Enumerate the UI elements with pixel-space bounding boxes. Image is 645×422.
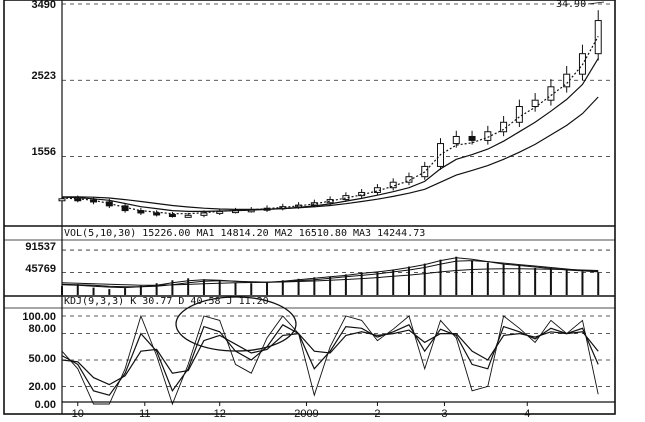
y-tick-label: 20.00 (28, 381, 56, 393)
price-y-tick-labels: 3490 2523 1556 (32, 0, 56, 158)
candle-body (105, 201, 113, 207)
price-ma-line (61, 36, 599, 215)
price-ma-line (62, 96, 599, 210)
candle-body (90, 199, 98, 203)
y-tick-label: 91537 (25, 241, 56, 253)
x-tick-label: 2 (374, 408, 380, 420)
price-annotation: 34.90 (556, 0, 586, 10)
kdj-line (61, 324, 599, 396)
volume-moving-averages (61, 257, 599, 289)
y-tick-label: 3490 (32, 0, 56, 11)
candle-body (452, 135, 460, 145)
candle-body (515, 106, 523, 123)
x-axis-labels: 10 11 12 2009 2 3 4 (72, 402, 530, 420)
x-tick-label: 4 (524, 408, 530, 420)
kdj-info-line: KDJ(9,3,3) K 30.77 D 40.58 J 11.20 (64, 296, 269, 307)
candle-body (168, 214, 176, 218)
highlight-ellipse (175, 296, 297, 352)
kdj-line (61, 314, 599, 406)
volume-info-line: VOL(5,10,30) 15226.00 MA1 14814.20 MA2 1… (64, 228, 425, 239)
y-tick-label: 45769 (25, 263, 56, 275)
candle-body (421, 165, 429, 178)
kdj-lines (61, 314, 599, 406)
x-tick-label: 2009 (294, 408, 318, 420)
candle-body (405, 176, 413, 183)
candle-body (58, 198, 66, 202)
annotation-pointer (587, 1, 605, 5)
candle-body (200, 212, 208, 216)
x-tick-label: 11 (139, 408, 150, 420)
volume-bars (61, 256, 600, 295)
candle-body (389, 181, 397, 189)
candle-body (468, 135, 476, 141)
price-moving-averages (61, 36, 599, 215)
x-tick-label: 3 (441, 408, 447, 420)
candle-body (484, 131, 492, 141)
candle-body (326, 199, 334, 204)
x-tick-label: 12 (214, 408, 226, 420)
volume-gridlines (62, 249, 614, 273)
y-tick-label: 0.00 (35, 399, 56, 411)
candle-body (74, 198, 82, 202)
candle-body (184, 214, 192, 218)
price-candles (58, 10, 602, 218)
kdj-line (61, 329, 599, 386)
x-tick-label: 10 (72, 408, 84, 420)
y-tick-label: 1556 (32, 146, 56, 158)
candle-body (547, 86, 555, 101)
y-tick-label: 50.00 (28, 353, 56, 365)
candle-body (153, 212, 161, 216)
price-gridlines (62, 3, 614, 157)
candle-body (531, 99, 539, 108)
candle-body (121, 205, 129, 212)
y-tick-label: 2523 (32, 70, 56, 82)
volume-ma-line (61, 260, 599, 288)
chart-frame (3, 0, 616, 415)
y-tick-label: 100.00 (22, 311, 56, 323)
y-tick-label: 80.00 (28, 323, 56, 335)
volume-ma-line (61, 268, 599, 286)
price-ma-line (61, 58, 599, 212)
